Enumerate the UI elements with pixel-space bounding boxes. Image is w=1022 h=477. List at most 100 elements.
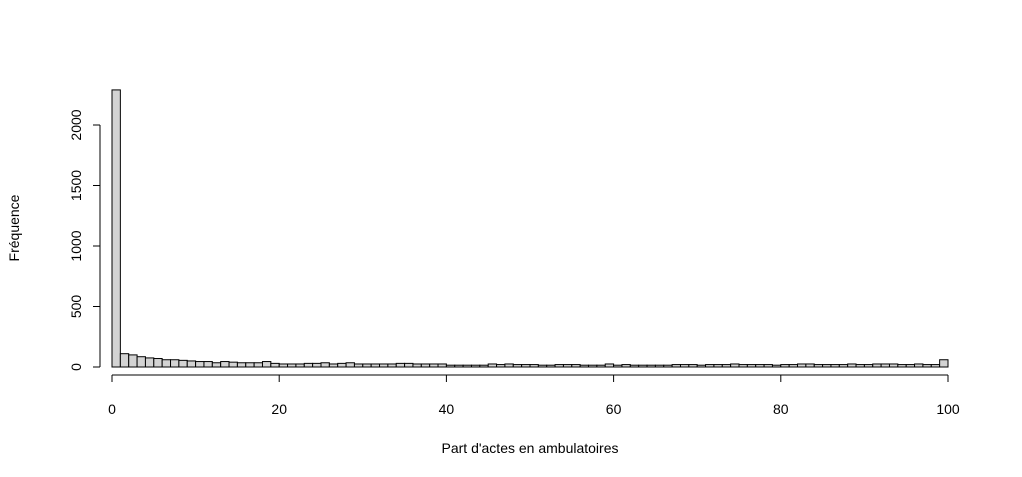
histogram-bar: [863, 364, 874, 368]
histogram-bar: [688, 364, 698, 368]
histogram-bar: [487, 363, 498, 368]
histogram-bar: [136, 356, 146, 368]
histogram-bar: [245, 362, 255, 368]
histogram-bar: [588, 364, 598, 368]
histogram-bar: [504, 363, 514, 368]
histogram-bar: [646, 364, 656, 368]
histogram-bar: [838, 364, 849, 368]
histogram-bar: [638, 364, 648, 368]
histogram-bar: [713, 364, 723, 368]
histogram-bar: [546, 364, 556, 368]
histogram-bar: [562, 364, 573, 368]
histogram-bar: [203, 361, 213, 368]
y-axis-title: Fréquence: [6, 194, 22, 261]
histogram-bar: [337, 362, 347, 368]
histogram-bar: [278, 363, 289, 368]
histogram-bar: [387, 363, 397, 368]
histogram-bar: [353, 363, 364, 368]
histogram-bar: [872, 363, 882, 368]
histogram-bar: [261, 361, 272, 368]
histogram-bar: [746, 364, 757, 368]
histogram-bar: [370, 363, 381, 368]
histogram-bar: [153, 358, 163, 368]
histogram-bar: [170, 359, 180, 368]
histogram-bar: [521, 364, 531, 368]
histogram-bar: [303, 362, 314, 368]
histogram-bar: [730, 363, 740, 368]
histogram-bar: [771, 364, 782, 368]
y-tick-label: 2000: [68, 109, 84, 140]
histogram-bar: [270, 362, 280, 368]
histogram-bar: [186, 360, 197, 368]
histogram-bar: [404, 362, 414, 368]
histogram-bar: [462, 364, 472, 368]
histogram-bar: [888, 363, 899, 368]
x-tick-label: 60: [606, 401, 622, 417]
histogram-bar: [663, 364, 673, 368]
y-axis: 0 500 1000 1500 2000: [68, 109, 101, 371]
histogram-bar: [454, 364, 464, 368]
histogram-bar: [178, 359, 188, 368]
histogram-bar: [362, 363, 372, 368]
histogram-bar: [788, 364, 799, 368]
histogram-bar: [813, 364, 824, 368]
histogram-bar: [236, 362, 247, 368]
histogram-bar: [905, 364, 916, 368]
histogram-bar: [320, 362, 330, 368]
histogram-bar: [579, 364, 590, 368]
histogram-bar: [220, 361, 230, 368]
histogram-bar: [445, 364, 456, 368]
histogram-bar: [111, 89, 121, 368]
histogram-bar: [287, 363, 297, 368]
histogram-bar: [429, 363, 439, 368]
histogram-bar: [939, 359, 949, 368]
x-axis-title: Part d'actes en ambulatoires: [442, 440, 619, 456]
histogram-bar: [128, 354, 138, 368]
histogram-bar: [721, 364, 732, 368]
histogram-bar: [604, 363, 615, 368]
x-axis: 0 20 40 60 80 100: [108, 374, 960, 417]
histogram-bar: [470, 364, 481, 368]
histogram-bar: [512, 364, 523, 368]
histogram-bar: [195, 361, 205, 368]
histogram-bar: [755, 364, 765, 368]
histogram-bar: [880, 363, 890, 368]
histogram-bar: [554, 364, 564, 368]
x-tick-label: 80: [773, 401, 789, 417]
histogram-bar: [847, 363, 857, 368]
histogram-bar: [822, 364, 832, 368]
histogram-bar: [144, 357, 155, 368]
histogram-bar: [395, 362, 406, 368]
x-tick-label: 40: [439, 401, 455, 417]
histogram-bar: [738, 364, 748, 368]
histogram-bar: [496, 364, 506, 368]
histogram-bar: [621, 364, 631, 368]
y-tick-label: 500: [68, 295, 84, 319]
histogram-bar: [855, 364, 865, 368]
histogram-bar: [211, 362, 222, 368]
histogram-bar: [379, 363, 389, 368]
histogram-bar: [930, 364, 941, 368]
histogram-bar: [671, 364, 681, 368]
histogram-bar: [705, 364, 715, 368]
histogram-bar: [228, 361, 238, 368]
histogram-bar: [914, 363, 924, 368]
histogram-bar: [312, 362, 322, 368]
histogram-bar: [679, 364, 690, 368]
histogram-bar: [412, 363, 422, 368]
histogram-bar: [537, 364, 548, 368]
histogram-bar: [805, 363, 815, 368]
histogram-bar: [629, 364, 640, 368]
histogram-bar: [763, 364, 773, 368]
histogram-bar: [479, 364, 489, 368]
y-tick-label: 1500: [68, 170, 84, 201]
x-tick-label: 20: [271, 401, 287, 417]
histogram-bar: [253, 362, 263, 368]
histogram-bar: [780, 364, 790, 368]
y-tick-label: 1000: [68, 230, 84, 261]
histogram-bar: [830, 364, 840, 368]
histogram-bar: [897, 364, 907, 368]
histogram-bars: [111, 89, 949, 368]
histogram-bar: [328, 363, 339, 368]
